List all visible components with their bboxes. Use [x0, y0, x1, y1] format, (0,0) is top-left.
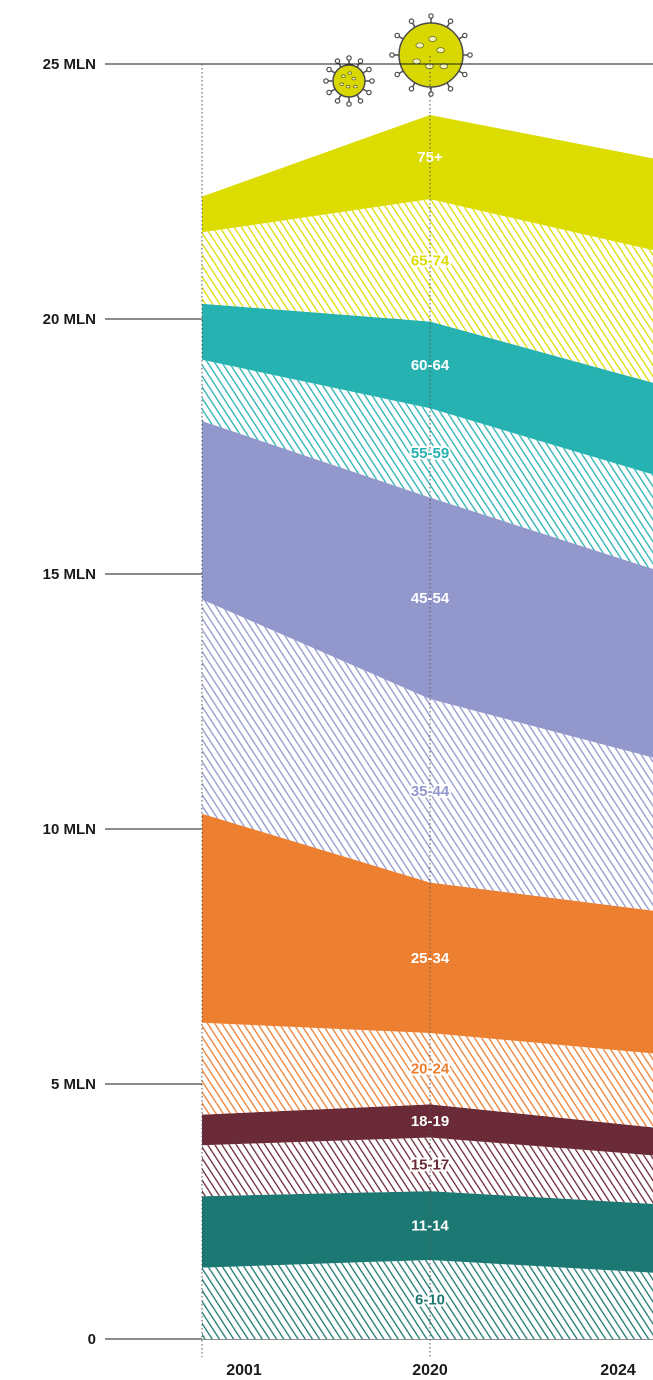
band-label-45-54: 45-54 — [411, 590, 450, 607]
y-tick-label: 10 MLN — [43, 821, 96, 838]
band-20-24 — [202, 1022, 653, 1128]
band-35-44 — [202, 599, 653, 911]
age-bands — [202, 115, 653, 1339]
band-label-18-19: 18-19 — [411, 1113, 449, 1130]
y-tick-label: 5 MLN — [51, 1076, 96, 1093]
band-15-17 — [202, 1137, 653, 1204]
band-label-65-74: 65-74 — [411, 252, 450, 269]
y-axis-ticks: 0 5 MLN 10 MLN 15 MLN 20 MLN 25 MLN — [43, 56, 96, 1348]
band-25-34 — [202, 813, 653, 1054]
band-11-14 — [202, 1191, 653, 1273]
y-tick-label: 20 MLN — [43, 311, 96, 328]
band-55-59 — [202, 359, 653, 569]
band-6-10 — [202, 1259, 653, 1339]
x-tick-label: 2024 — [600, 1362, 636, 1379]
band-label-15-17: 15-17 — [411, 1156, 449, 1173]
virus-icon — [389, 13, 473, 97]
band-label-55-59: 55-59 — [411, 445, 449, 462]
band-18-19 — [202, 1104, 653, 1156]
band-65-74 — [202, 199, 653, 383]
y-tick-label: 25 MLN — [43, 56, 96, 73]
band-label-60-64: 60-64 — [411, 357, 450, 374]
band-label-11-14: 11-14 — [411, 1218, 449, 1235]
y-tick-label: 15 MLN — [43, 566, 96, 583]
year-guides — [201, 56, 431, 1357]
band-label-6-10: 6-10 — [415, 1291, 445, 1308]
x-tick-label: 2020 — [412, 1362, 448, 1379]
band-label-75+: 75+ — [417, 149, 443, 166]
band-75+ — [202, 115, 653, 251]
x-axis-ticks: 2001 2020 2024 — [226, 1362, 636, 1379]
virus-decoration — [323, 13, 473, 107]
y-tick-label: 0 — [88, 1331, 96, 1348]
band-60-64 — [202, 303, 653, 475]
virus-icon — [323, 55, 375, 107]
band-label-35-44: 35-44 — [411, 783, 450, 800]
band-label-25-34: 25-34 — [411, 950, 450, 967]
band-label-20-24: 20-24 — [411, 1061, 450, 1078]
band-45-54 — [202, 421, 653, 758]
band-labels: 6-10 11-14 15-17 18-19 20-24 25-34 35-44 45-54 5… — [409, 149, 452, 1310]
x-tick-label: 2001 — [226, 1362, 262, 1379]
